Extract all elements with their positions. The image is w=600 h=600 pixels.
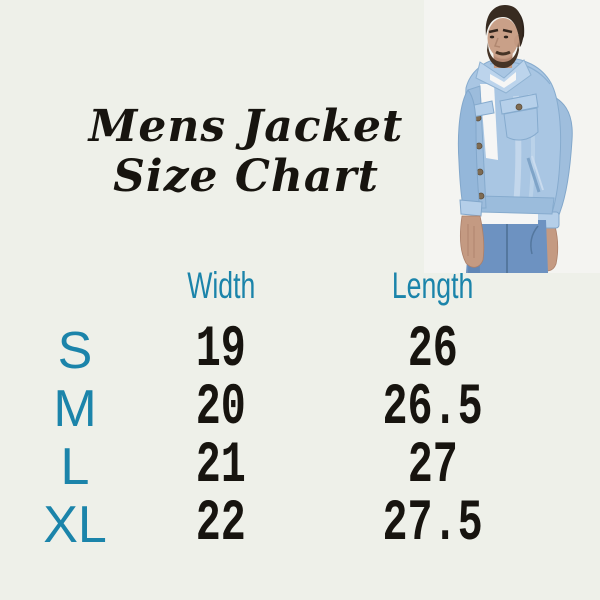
width-value: 20 (195, 376, 247, 441)
page-title-line2: Size Chart (113, 151, 379, 203)
size-label: M (53, 380, 97, 438)
table-row: L 21 27 (0, 438, 520, 496)
column-header-width: Width (186, 265, 256, 306)
width-value: 21 (195, 434, 247, 499)
size-label: S (57, 322, 93, 380)
denim-jacket-model-illustration (424, 0, 600, 273)
page-title-line1: Mens Jacket (88, 101, 404, 152)
width-value: 22 (195, 492, 247, 557)
product-photo (424, 0, 600, 273)
length-value: 26 (407, 318, 459, 383)
table-row: XL 22 27.5 (0, 496, 520, 554)
size-table: Width Length S 19 26 M 20 26.5 L 21 27 X… (0, 264, 520, 554)
size-label: XL (43, 496, 107, 554)
page-title: Mens Jacket Size Chart (0, 101, 492, 203)
length-value: 26.5 (382, 376, 484, 441)
table-row: M 20 26.5 (0, 380, 520, 438)
length-value: 27 (407, 434, 459, 499)
size-label: L (60, 438, 90, 496)
width-value: 19 (195, 318, 247, 383)
length-value: 27.5 (382, 492, 484, 557)
table-row: S 19 26 (0, 322, 520, 380)
